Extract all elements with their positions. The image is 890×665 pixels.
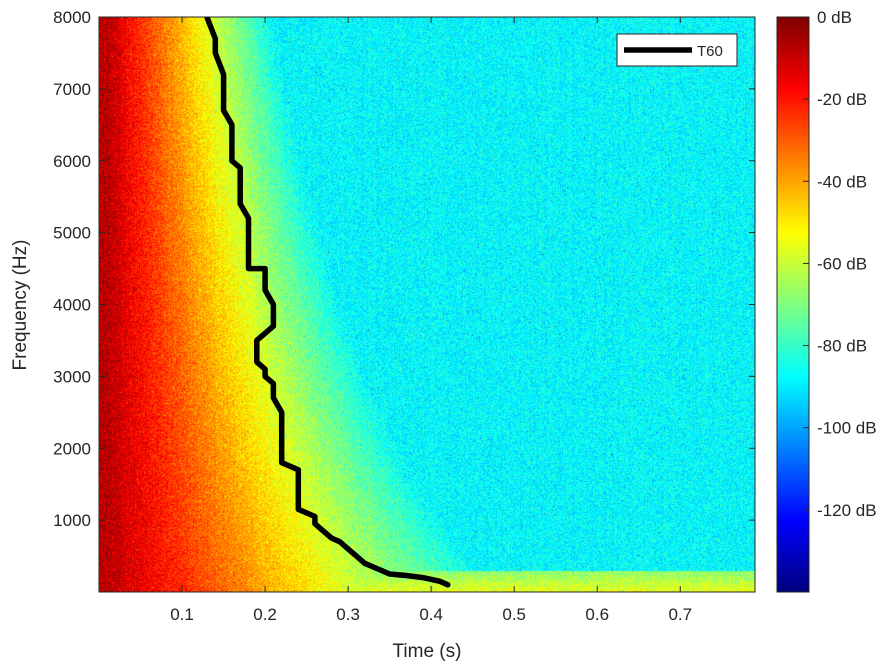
y-tick-label: 8000 xyxy=(53,8,91,27)
colorbar-tick-label: -80 dB xyxy=(817,337,867,356)
y-tick-label: 7000 xyxy=(53,80,91,99)
colorbar-tick-label: -20 dB xyxy=(817,90,867,109)
colorbar-ticks: 0 dB -20 dB -40 dB -60 dB -80 dB -100 dB -120 … xyxy=(803,8,877,520)
colorbar-tick-label: -120 dB xyxy=(817,501,877,520)
legend: T60 xyxy=(616,33,738,67)
x-tick-label: 0.2 xyxy=(253,605,277,624)
x-axis-label: Time (s) xyxy=(393,641,462,662)
y-tick-label: 1000 xyxy=(53,511,91,530)
x-tick-label: 0.5 xyxy=(502,605,526,624)
y-tick-label: 3000 xyxy=(53,367,91,386)
colorbar: 0 dB -20 dB -40 dB -60 dB -80 dB -100 dB -120 … xyxy=(776,8,877,593)
x-tick-label: 0.1 xyxy=(170,605,194,624)
colorbar-tick-label: -40 dB xyxy=(817,172,867,191)
y-axis-label: Frequency (Hz) xyxy=(10,240,31,371)
legend-label-t60: T60 xyxy=(697,43,723,60)
x-tick-label: 0.3 xyxy=(336,605,360,624)
x-tick-label: 0.6 xyxy=(585,605,609,624)
x-tick-label: 0.4 xyxy=(419,605,443,624)
colorbar-gradient xyxy=(776,16,810,593)
x-tick-label: 0.7 xyxy=(668,605,692,624)
colorbar-tick-label: -100 dB xyxy=(817,419,877,438)
y-tick-label: 2000 xyxy=(53,439,91,458)
spectrogram-heatmap xyxy=(99,17,755,592)
x-axis: 0.1 0.2 0.3 0.4 0.5 0.6 0.7 xyxy=(170,17,692,624)
y-axis: 1000 2000 3000 4000 5000 6000 7000 8000 xyxy=(53,8,755,530)
colorbar-tick-label: -60 dB xyxy=(817,254,867,273)
y-tick-label: 4000 xyxy=(53,296,91,315)
plot-area xyxy=(99,17,755,592)
y-tick-label: 5000 xyxy=(53,224,91,243)
t60-curve xyxy=(204,17,451,588)
colorbar-tick-label: 0 dB xyxy=(817,8,852,27)
y-tick-label: 6000 xyxy=(53,152,91,171)
